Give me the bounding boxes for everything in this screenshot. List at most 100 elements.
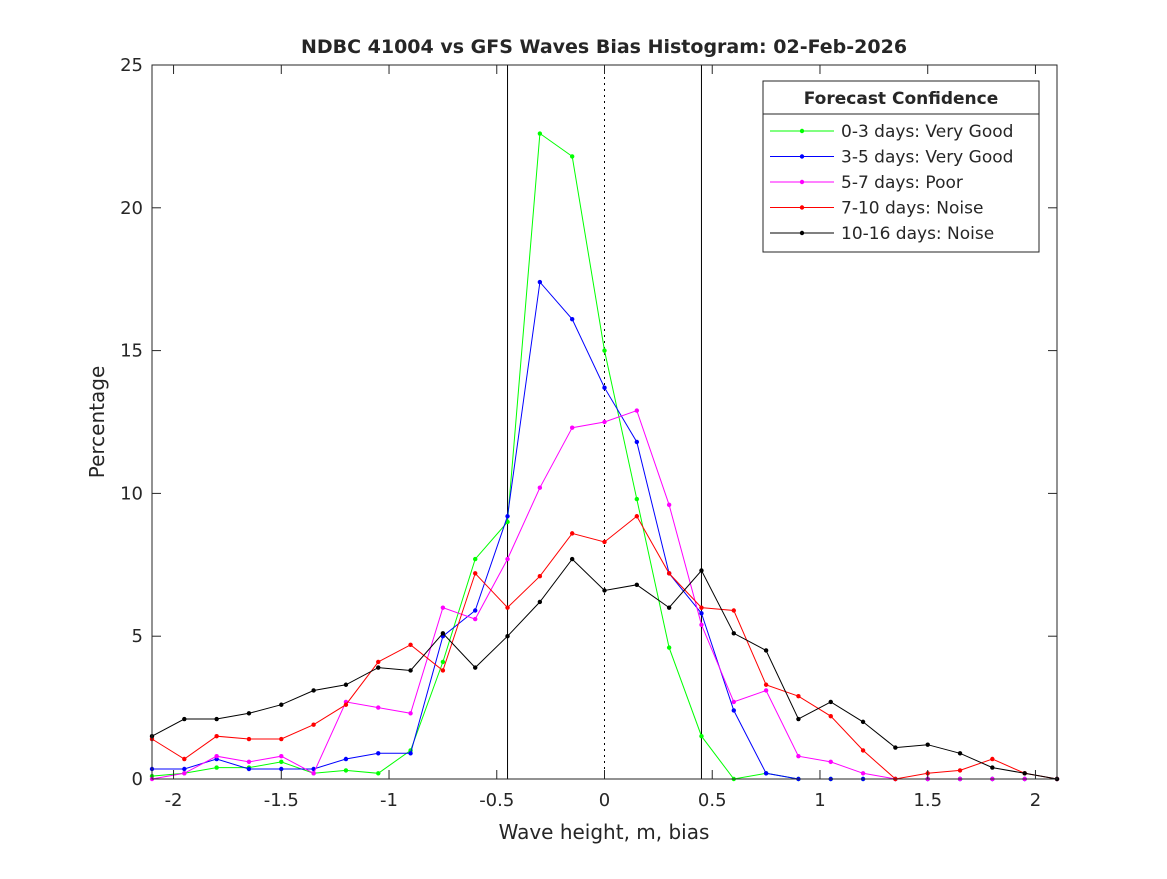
data-point <box>893 745 898 750</box>
data-point <box>440 659 446 665</box>
x-tick-label: -1.5 <box>264 790 299 811</box>
data-point <box>408 751 413 756</box>
data-point <box>182 771 187 776</box>
data-point <box>731 708 736 713</box>
data-point <box>246 711 252 716</box>
data-point <box>279 736 284 742</box>
legend-entry: 5-7 days: Poor <box>841 173 963 193</box>
data-point <box>763 688 769 693</box>
data-point <box>699 611 704 616</box>
data-point <box>182 756 187 762</box>
data-point <box>473 608 478 613</box>
data-point <box>473 556 478 562</box>
data-point <box>569 425 575 430</box>
data-point <box>343 702 349 707</box>
data-point <box>473 665 478 670</box>
legend-marker <box>799 230 805 236</box>
series-1 <box>149 279 1060 782</box>
y-axis-label: Percentage <box>85 366 109 479</box>
legend: Forecast Confidence 0-3 days: Very Good 3… <box>762 80 1040 253</box>
legend-entry: 10-16 days: Noise <box>841 224 994 244</box>
data-point <box>569 556 575 562</box>
legend-box <box>762 80 1040 253</box>
data-point <box>311 722 316 727</box>
data-point <box>473 571 478 576</box>
legend-marker <box>799 205 805 210</box>
data-point <box>569 316 575 322</box>
data-point <box>666 502 672 508</box>
x-tick-label: 1.5 <box>913 790 942 811</box>
data-point <box>925 742 930 747</box>
data-point <box>537 599 543 605</box>
data-point <box>634 582 640 587</box>
data-point <box>279 753 284 759</box>
data-point <box>537 485 543 490</box>
data-point <box>602 419 607 425</box>
data-point <box>602 539 607 545</box>
data-point <box>376 705 381 710</box>
data-point <box>990 756 995 762</box>
data-point <box>796 753 801 759</box>
data-point <box>763 648 769 653</box>
data-point <box>440 668 446 673</box>
y-tick-label: 25 <box>120 55 143 76</box>
data-point <box>246 766 252 772</box>
data-point <box>408 642 413 647</box>
data-point <box>957 751 963 756</box>
x-tick-label: -0.5 <box>479 790 514 811</box>
data-point <box>1022 771 1027 776</box>
data-point <box>214 733 219 739</box>
data-point <box>505 514 510 519</box>
data-point <box>828 759 833 765</box>
data-point <box>666 571 672 576</box>
data-point <box>731 631 736 636</box>
chart-title: NDBC 41004 vs GFS Waves Bias Histogram: … <box>301 36 907 58</box>
y-tick-label: 10 <box>120 483 143 504</box>
data-point <box>376 659 381 665</box>
data-point <box>214 716 219 722</box>
data-point <box>214 753 219 759</box>
data-point <box>634 496 640 502</box>
x-axis-label: Wave height, m, bias <box>499 820 710 844</box>
data-point <box>699 605 704 610</box>
data-point <box>440 631 446 636</box>
data-point <box>246 759 252 765</box>
data-point <box>279 759 284 765</box>
data-point <box>990 765 995 770</box>
data-point <box>828 713 833 719</box>
data-point <box>343 756 349 762</box>
data-point <box>763 682 769 687</box>
data-point <box>537 279 543 285</box>
data-point <box>731 608 736 613</box>
data-point <box>763 771 769 776</box>
data-point <box>311 771 316 776</box>
data-point <box>343 768 349 773</box>
series-3 <box>149 514 1060 782</box>
data-point <box>376 771 381 776</box>
data-point <box>796 693 801 699</box>
data-point <box>634 408 640 413</box>
x-tick-label: 0 <box>599 790 610 811</box>
data-point <box>408 711 413 716</box>
data-point <box>440 605 446 610</box>
data-point <box>666 645 672 650</box>
data-point <box>182 766 187 772</box>
series-line <box>152 280 1057 780</box>
data-point <box>473 616 478 622</box>
data-point <box>505 556 510 562</box>
x-tick-label: -2 <box>165 790 183 811</box>
data-point <box>731 699 736 705</box>
data-point <box>860 771 866 776</box>
data-point <box>666 605 672 610</box>
data-point <box>699 733 704 739</box>
data-point <box>796 716 801 722</box>
data-point <box>505 605 510 610</box>
y-tick-label: 20 <box>120 198 143 219</box>
y-tick-label: 5 <box>132 626 143 647</box>
data-point <box>537 574 543 579</box>
x-tick-label: 0.5 <box>698 790 727 811</box>
data-point <box>214 765 219 770</box>
data-point <box>408 668 413 673</box>
